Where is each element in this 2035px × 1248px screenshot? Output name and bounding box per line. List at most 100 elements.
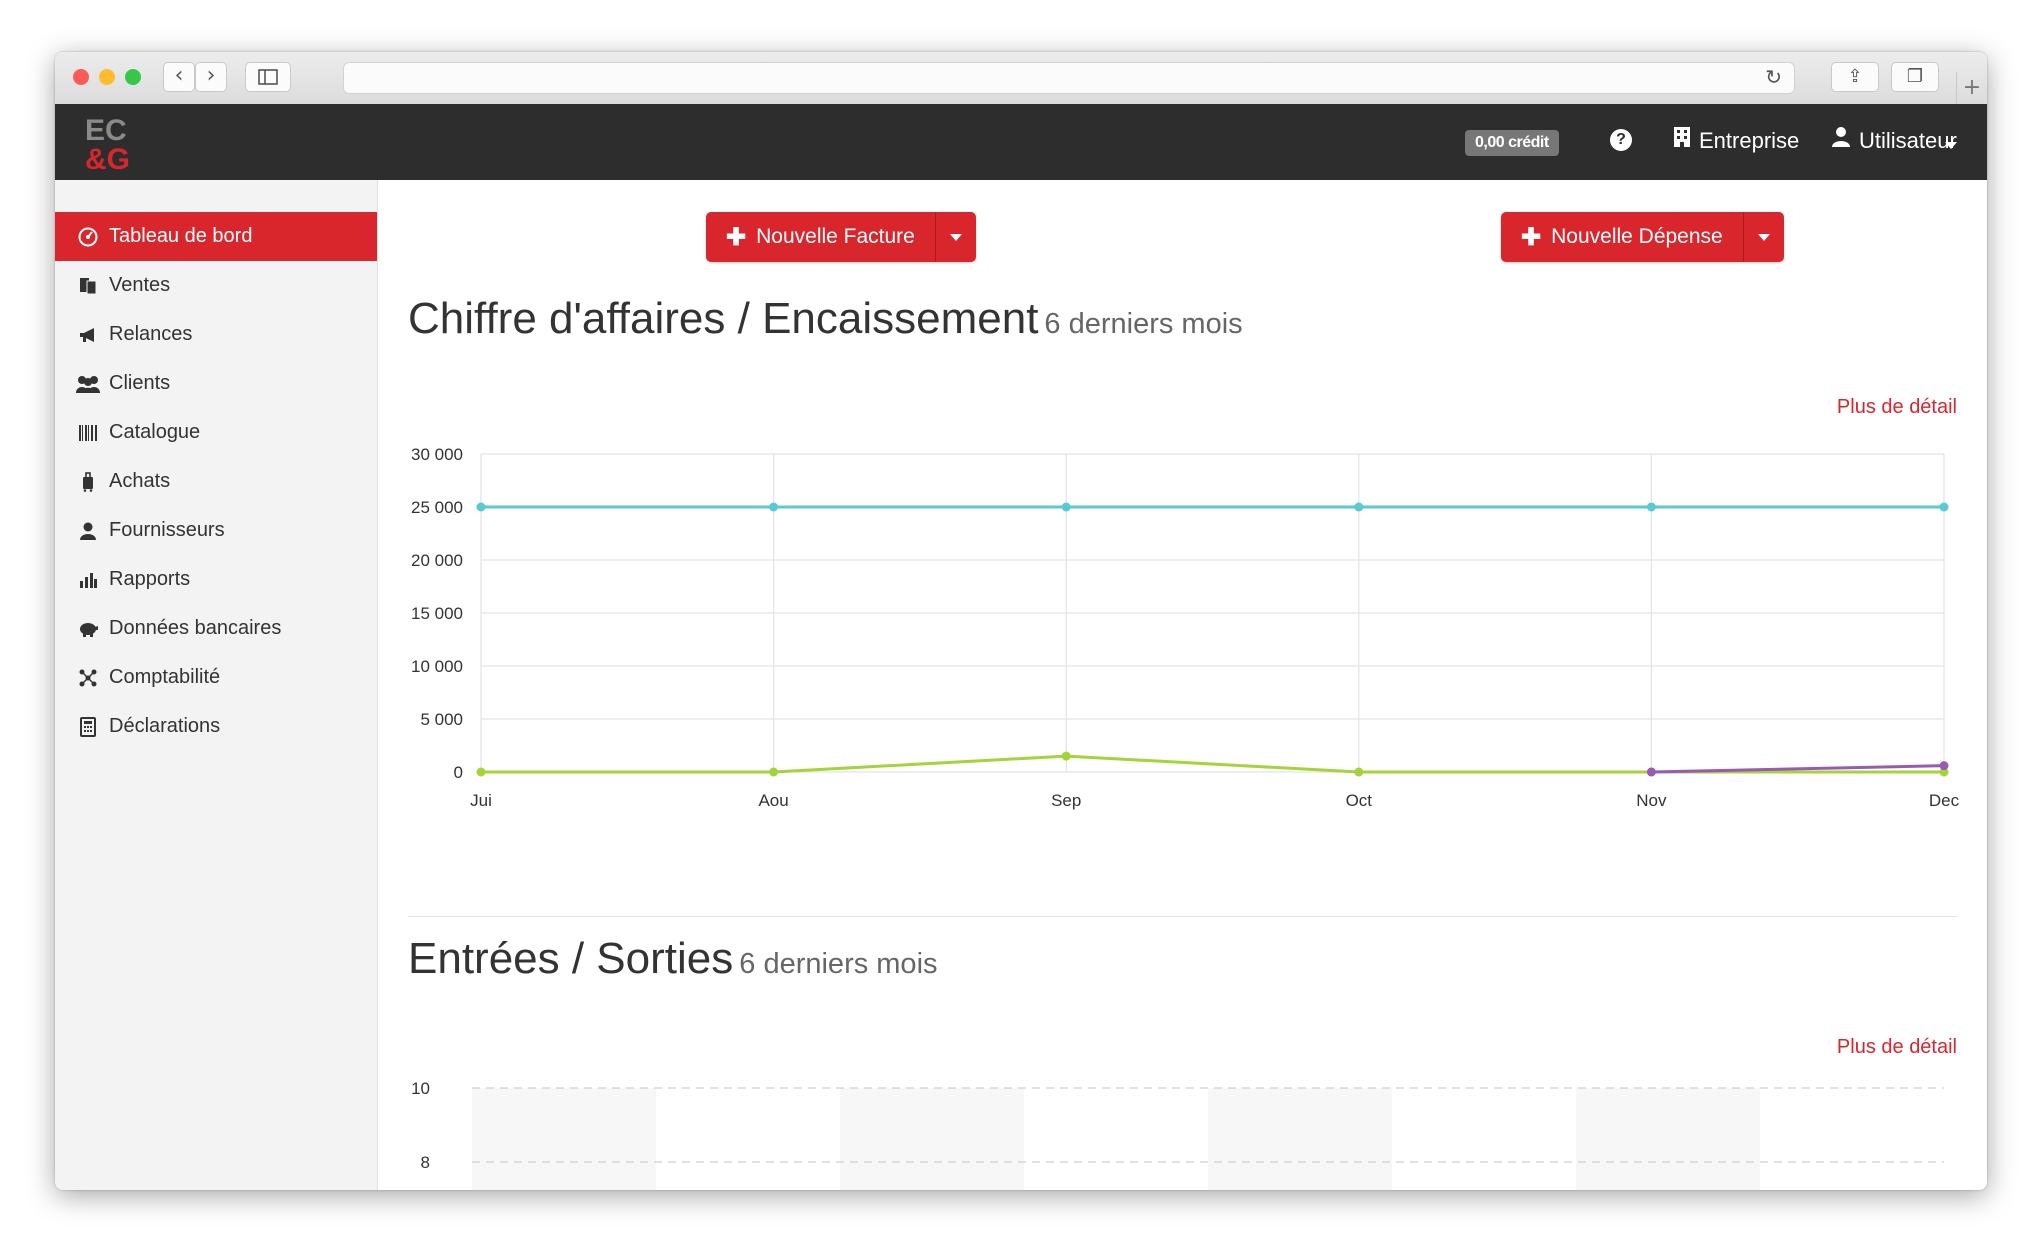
data-point[interactable]	[769, 767, 779, 777]
address-bar[interactable]: ↻	[343, 62, 1795, 94]
y-tick-label: 10 000	[411, 657, 463, 676]
x-tick-label: Nov	[1636, 791, 1667, 810]
plus-icon: ✚	[726, 223, 747, 251]
brand-logo[interactable]: EC &G	[85, 112, 137, 172]
revenue-line-chart: 30 000 25 000 20 000 15 000 10 000 5 000 0 Jui A…	[411, 445, 1960, 810]
cashflow-detail-link[interactable]: Plus de détail	[1836, 1036, 1957, 1058]
cashflow-chart-title-text: Entrées / Sorties	[408, 934, 734, 983]
sidebar-item-label: Comptabilité	[109, 666, 221, 688]
new-expense-button[interactable]: ✚ Nouvelle Dépense	[1501, 212, 1744, 262]
data-point[interactable]	[1646, 767, 1656, 777]
sidebar-item-achats[interactable]: Achats	[55, 457, 377, 506]
share-icon[interactable]: ⇪	[1831, 62, 1879, 92]
app-header: EC &G 0,00 crédit ? Entreprise Utilisate…	[55, 104, 1987, 180]
data-point[interactable]	[1939, 502, 1949, 512]
sidebar-item-rapports[interactable]: Rapports	[55, 555, 377, 604]
tabs-overview-icon[interactable]: ❐	[1891, 62, 1939, 92]
sidebar-item-declarations[interactable]: Déclarations	[55, 702, 377, 751]
maximize-window-button[interactable]	[125, 69, 141, 85]
revenue-chart-title: Chiffre d'affaires / Encaissement 6 derni…	[408, 294, 1243, 344]
svg-text:EC: EC	[85, 114, 127, 147]
sidebar-item-label: Déclarations	[109, 715, 221, 737]
help-icon[interactable]: ?	[1610, 129, 1632, 151]
new-expense-button-group: ✚ Nouvelle Dépense	[1501, 212, 1784, 262]
data-point[interactable]	[769, 502, 779, 512]
cashflow-chart-title: Entrées / Sorties 6 derniers mois	[408, 934, 938, 984]
data-point[interactable]	[476, 767, 486, 777]
company-menu[interactable]: Entreprise	[1673, 126, 1799, 156]
new-tab-button[interactable]: +	[1956, 72, 1987, 104]
close-window-button[interactable]	[73, 69, 89, 85]
sidebar-item-relances[interactable]: Relances	[55, 310, 377, 359]
sidebar: Tableau de bord Ventes Relances Clients Cata…	[55, 180, 378, 1190]
sidebar-toggle-icon[interactable]	[245, 62, 291, 92]
minimize-window-button[interactable]	[99, 69, 115, 85]
forward-icon[interactable]: ›	[195, 62, 227, 92]
data-point[interactable]	[1354, 502, 1364, 512]
calculator-icon	[75, 716, 101, 738]
credit-badge[interactable]: 0,00 crédit	[1465, 130, 1559, 156]
sidebar-item-donnees-bancaires[interactable]: Données bancaires	[55, 604, 377, 653]
new-invoice-button[interactable]: ✚ Nouvelle Facture	[706, 212, 936, 262]
x-tick-label: Dec	[1929, 791, 1960, 810]
data-point[interactable]	[476, 502, 486, 512]
series-line-2	[1651, 764, 1945, 774]
group-icon	[75, 373, 101, 395]
building-icon	[1673, 126, 1691, 156]
x-tick-label: Aou	[758, 791, 788, 810]
browser-window: ‹ › ↻ ⇪ ❐ + EC &G 0,00 crédit ? Entrepri…	[55, 52, 1987, 1190]
data-point[interactable]	[1061, 751, 1071, 761]
chart-band	[472, 1088, 656, 1190]
sidebar-item-label: Rapports	[109, 568, 191, 590]
y-tick-label: 8	[421, 1153, 430, 1172]
bar-chart-icon	[75, 569, 101, 591]
cashflow-chart-subtitle: 6 derniers mois	[739, 948, 938, 980]
luggage-icon	[75, 471, 101, 493]
sidebar-item-clients[interactable]: Clients	[55, 359, 377, 408]
y-tick-label: 30 000	[411, 445, 463, 464]
sidebar-item-label: Relances	[109, 323, 193, 345]
data-point[interactable]	[1939, 761, 1949, 771]
new-invoice-dropdown[interactable]	[935, 212, 976, 262]
barcode-icon	[75, 422, 101, 444]
dashboard-icon	[75, 226, 101, 248]
user-icon	[75, 520, 101, 542]
user-menu[interactable]: Utilisateur	[1831, 126, 1957, 156]
network-icon	[75, 667, 101, 689]
sidebar-item-tableau-de-bord[interactable]: Tableau de bord	[55, 212, 377, 261]
sidebar-item-label: Catalogue	[109, 421, 201, 443]
sidebar-item-catalogue[interactable]: Catalogue	[55, 408, 377, 457]
piggy-bank-icon	[75, 618, 101, 640]
data-point[interactable]	[1061, 502, 1071, 512]
back-icon[interactable]: ‹	[163, 62, 195, 92]
svg-text:&G: &G	[85, 143, 130, 172]
chart-band	[1576, 1088, 1760, 1190]
data-point[interactable]	[1646, 502, 1656, 512]
sidebar-item-label: Clients	[109, 372, 171, 394]
new-expense-label: Nouvelle Dépense	[1551, 225, 1723, 248]
plus-icon: ✚	[1521, 223, 1542, 251]
data-point[interactable]	[1354, 767, 1364, 777]
new-invoice-label: Nouvelle Facture	[756, 225, 915, 248]
dashboard-main: ✚ Nouvelle Facture ✚ Nouvelle Dépense Ch…	[378, 180, 1987, 1190]
megaphone-icon	[75, 324, 101, 346]
sidebar-item-ventes[interactable]: Ventes	[55, 261, 377, 310]
data-point[interactable]	[1939, 767, 1949, 777]
chevron-down-icon[interactable]	[1945, 142, 1957, 149]
sidebar-item-label: Tableau de bord	[109, 225, 253, 247]
sidebar-item-label: Ventes	[109, 274, 171, 296]
sidebar-menu: Tableau de bord Ventes Relances Clients Cata…	[55, 212, 377, 751]
new-invoice-button-group: ✚ Nouvelle Facture	[706, 212, 976, 262]
sidebar-item-fournisseurs[interactable]: Fournisseurs	[55, 506, 377, 555]
sidebar-item-label: Données bancaires	[109, 617, 282, 639]
reload-icon[interactable]: ↻	[1765, 65, 1782, 89]
y-tick-label: 10	[411, 1079, 430, 1098]
y-tick-label: 5 000	[420, 710, 463, 729]
new-expense-dropdown[interactable]	[1743, 212, 1784, 262]
y-tick-label: 25 000	[411, 498, 463, 517]
user-icon	[1831, 126, 1851, 156]
revenue-detail-link[interactable]: Plus de détail	[1836, 396, 1957, 418]
cashflow-bar-chart: 10 8	[411, 1079, 1944, 1190]
browser-toolbar: ‹ › ↻ ⇪ ❐ +	[55, 52, 1987, 105]
sidebar-item-comptabilite[interactable]: Comptabilité	[55, 653, 377, 702]
